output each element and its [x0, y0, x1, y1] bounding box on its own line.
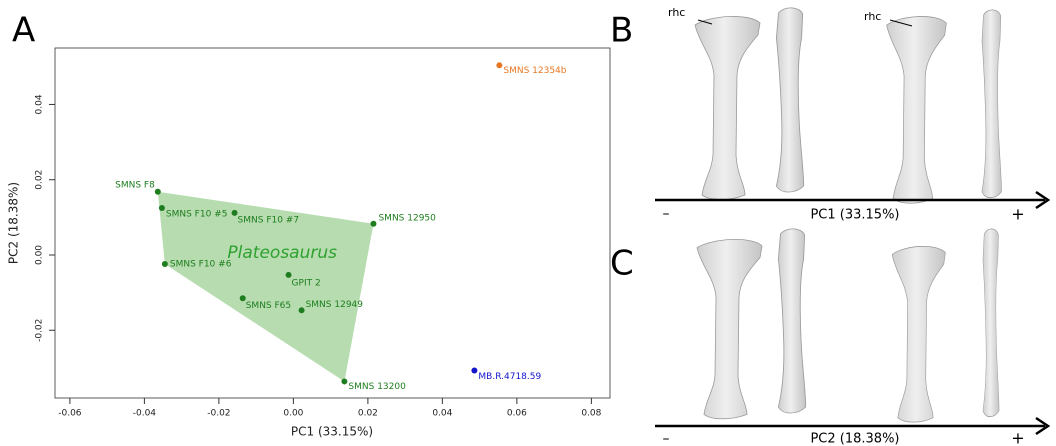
point	[161, 261, 168, 268]
x-tick-label: 0.00	[283, 409, 303, 419]
point-label: MB.R.4718.59	[478, 372, 541, 382]
point-label: SMNS F8	[115, 180, 155, 190]
point	[341, 378, 348, 385]
arrow-minus: –	[663, 431, 670, 446]
point	[496, 62, 503, 69]
point	[370, 220, 377, 227]
arrow-label: PC2 (18.38%)	[810, 432, 899, 446]
panel-letter: A	[12, 11, 35, 51]
arrow-label: PC1 (33.15%)	[810, 208, 899, 223]
hull	[157, 191, 374, 382]
point-label: SMNS F65	[246, 301, 291, 311]
group-label: Plateosaurus	[227, 243, 337, 263]
x-tick-label: -0.02	[207, 409, 230, 419]
annotation: rhc	[668, 6, 685, 19]
point-label: GPIT 2	[292, 278, 321, 288]
point-label: SMNS F10 #7	[238, 215, 300, 225]
y-tick-label: 0.02	[35, 170, 45, 190]
x-tick-label: -0.04	[133, 409, 157, 419]
bones-b	[694, 7, 1003, 204]
panel-letter: B	[610, 11, 633, 51]
point-label: SMNS F10 #6	[170, 260, 232, 270]
point	[239, 295, 246, 302]
point	[298, 307, 305, 314]
point	[158, 204, 165, 211]
scatter-plot: -0.06 -0.04 -0.02 0.00 0.02 0.04 0.06 0.08 -0.02…	[35, 62, 602, 419]
point-label: SMNS F10 #5	[166, 209, 228, 219]
point	[231, 209, 238, 216]
x-tick-label: 0.08	[581, 409, 601, 419]
arrow-plus: +	[1011, 205, 1024, 224]
arrow-minus: –	[663, 206, 670, 222]
bones-c	[696, 228, 1000, 423]
point	[471, 367, 478, 374]
x-axis-title: PC1 (33.15%)	[291, 425, 373, 439]
annotation: rhc	[864, 10, 881, 23]
panel-letter: C	[610, 244, 634, 284]
y-axis-title: PC2 (18.38%)	[7, 182, 21, 264]
point-label: SMNS 13200	[348, 382, 406, 392]
point-label: SMNS 12354b	[503, 66, 566, 76]
x-tick-label: -0.06	[58, 409, 82, 419]
point	[154, 188, 161, 195]
point-label: SMNS 12950	[378, 213, 436, 223]
x-tick-label: 0.06	[507, 409, 527, 419]
y-tick-label: 0.04	[35, 94, 45, 114]
point-label: SMNS 12949	[306, 300, 364, 310]
y-tick-label: 0.00	[35, 245, 45, 265]
arrow-plus: +	[1011, 429, 1024, 446]
plot-frame	[54, 47, 611, 399]
point	[285, 271, 292, 278]
y-tick-label: -0.02	[35, 319, 45, 342]
x-tick-label: 0.04	[432, 409, 452, 419]
x-tick-label: 0.02	[358, 409, 378, 419]
